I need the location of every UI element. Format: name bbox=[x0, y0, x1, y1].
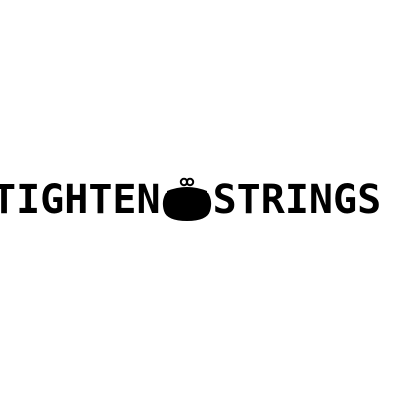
coin-purse-icon bbox=[161, 177, 213, 223]
logo: TIGHTEN STRINGS bbox=[0, 174, 381, 226]
logo-word-right: STRINGS bbox=[212, 177, 382, 223]
logo-word-left: TIGHTEN bbox=[0, 177, 161, 223]
